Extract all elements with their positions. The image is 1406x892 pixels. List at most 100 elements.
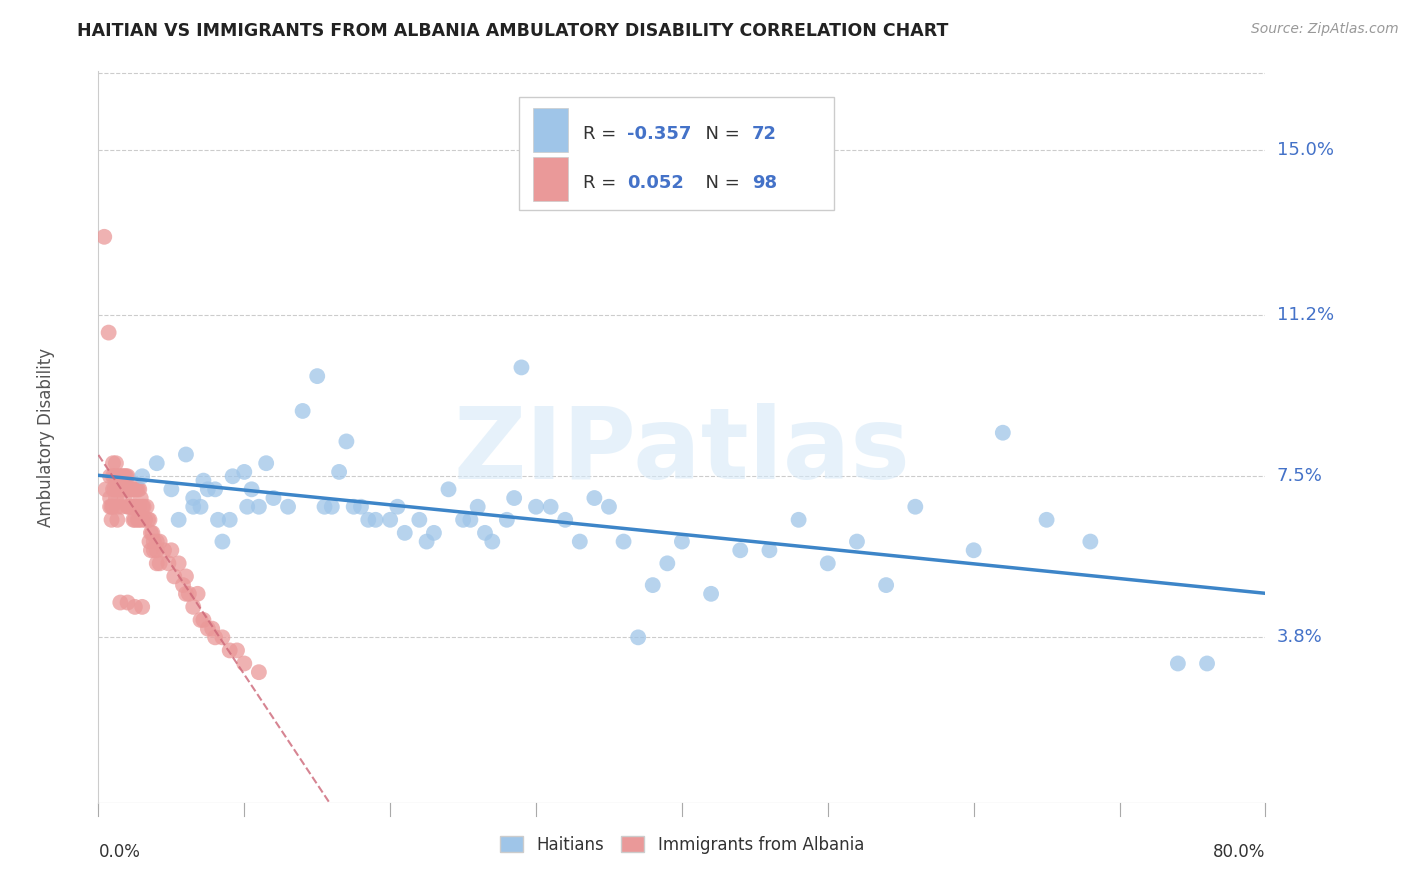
- FancyBboxPatch shape: [533, 157, 568, 201]
- Point: [131, 500, 153, 514]
- Point: [1080, 534, 1102, 549]
- Point: [124, 500, 146, 514]
- Text: ZIPatlas: ZIPatlas: [454, 403, 910, 500]
- Point: [127, 483, 149, 497]
- Point: [657, 557, 679, 571]
- Point: [112, 469, 135, 483]
- Point: [380, 513, 402, 527]
- Point: [118, 500, 141, 514]
- Point: [503, 491, 526, 505]
- Point: [875, 578, 897, 592]
- Point: [554, 513, 576, 527]
- Point: [121, 500, 143, 514]
- Point: [118, 483, 141, 497]
- Point: [124, 483, 146, 497]
- Text: 7.5%: 7.5%: [1277, 467, 1323, 485]
- Text: 0.052: 0.052: [627, 174, 683, 192]
- Point: [141, 525, 163, 540]
- Point: [93, 229, 115, 244]
- Point: [122, 483, 145, 497]
- Point: [1167, 657, 1189, 671]
- Point: [787, 513, 810, 527]
- Point: [1195, 657, 1218, 671]
- Point: [163, 569, 186, 583]
- Text: N =: N =: [693, 125, 745, 143]
- Point: [211, 631, 233, 645]
- Point: [758, 543, 780, 558]
- Point: [160, 543, 183, 558]
- Point: [110, 469, 132, 483]
- Point: [153, 543, 176, 558]
- Point: [357, 513, 380, 527]
- Point: [108, 483, 131, 497]
- Point: [131, 513, 153, 527]
- Point: [568, 534, 591, 549]
- Point: [160, 483, 183, 497]
- Point: [181, 599, 204, 614]
- Point: [218, 513, 240, 527]
- Point: [129, 491, 152, 505]
- Point: [111, 469, 134, 483]
- Point: [112, 483, 135, 497]
- Point: [174, 587, 197, 601]
- Text: 80.0%: 80.0%: [1213, 843, 1265, 861]
- Point: [328, 465, 350, 479]
- Point: [481, 534, 503, 549]
- Point: [233, 465, 256, 479]
- Text: -0.357: -0.357: [627, 125, 692, 143]
- Text: Source: ZipAtlas.com: Source: ZipAtlas.com: [1251, 22, 1399, 37]
- Point: [100, 513, 122, 527]
- Point: [204, 631, 226, 645]
- Point: [131, 469, 153, 483]
- Point: [125, 483, 148, 497]
- Point: [364, 513, 387, 527]
- Point: [254, 456, 277, 470]
- Point: [101, 456, 124, 470]
- Text: 0.0%: 0.0%: [98, 843, 141, 861]
- Point: [460, 513, 482, 527]
- Point: [132, 500, 155, 514]
- Point: [172, 578, 194, 592]
- Point: [335, 434, 357, 449]
- Point: [103, 483, 125, 497]
- Point: [139, 543, 162, 558]
- Point: [167, 557, 190, 571]
- Point: [193, 474, 215, 488]
- Point: [103, 469, 125, 483]
- Point: [174, 448, 197, 462]
- Point: [314, 500, 336, 514]
- Point: [991, 425, 1014, 440]
- Point: [101, 483, 124, 497]
- Point: [524, 500, 547, 514]
- Point: [127, 513, 149, 527]
- Point: [104, 491, 127, 505]
- Text: R =: R =: [582, 125, 621, 143]
- Point: [146, 543, 169, 558]
- Text: R =: R =: [582, 174, 627, 192]
- Point: [117, 483, 139, 497]
- Point: [124, 513, 146, 527]
- Point: [211, 534, 233, 549]
- Point: [125, 500, 148, 514]
- Point: [1035, 513, 1057, 527]
- Point: [190, 500, 212, 514]
- Point: [236, 500, 259, 514]
- Point: [962, 543, 984, 558]
- Point: [190, 613, 212, 627]
- Point: [134, 513, 156, 527]
- Text: Ambulatory Disability: Ambulatory Disability: [37, 348, 55, 526]
- Point: [394, 525, 416, 540]
- Point: [142, 534, 165, 549]
- Point: [110, 483, 132, 497]
- Point: [350, 500, 373, 514]
- FancyBboxPatch shape: [533, 108, 568, 152]
- Point: [510, 360, 533, 375]
- Point: [128, 500, 150, 514]
- Point: [291, 404, 314, 418]
- Point: [437, 483, 460, 497]
- Point: [467, 500, 489, 514]
- Point: [627, 631, 650, 645]
- Point: [193, 613, 215, 627]
- Point: [598, 500, 620, 514]
- Point: [115, 483, 138, 497]
